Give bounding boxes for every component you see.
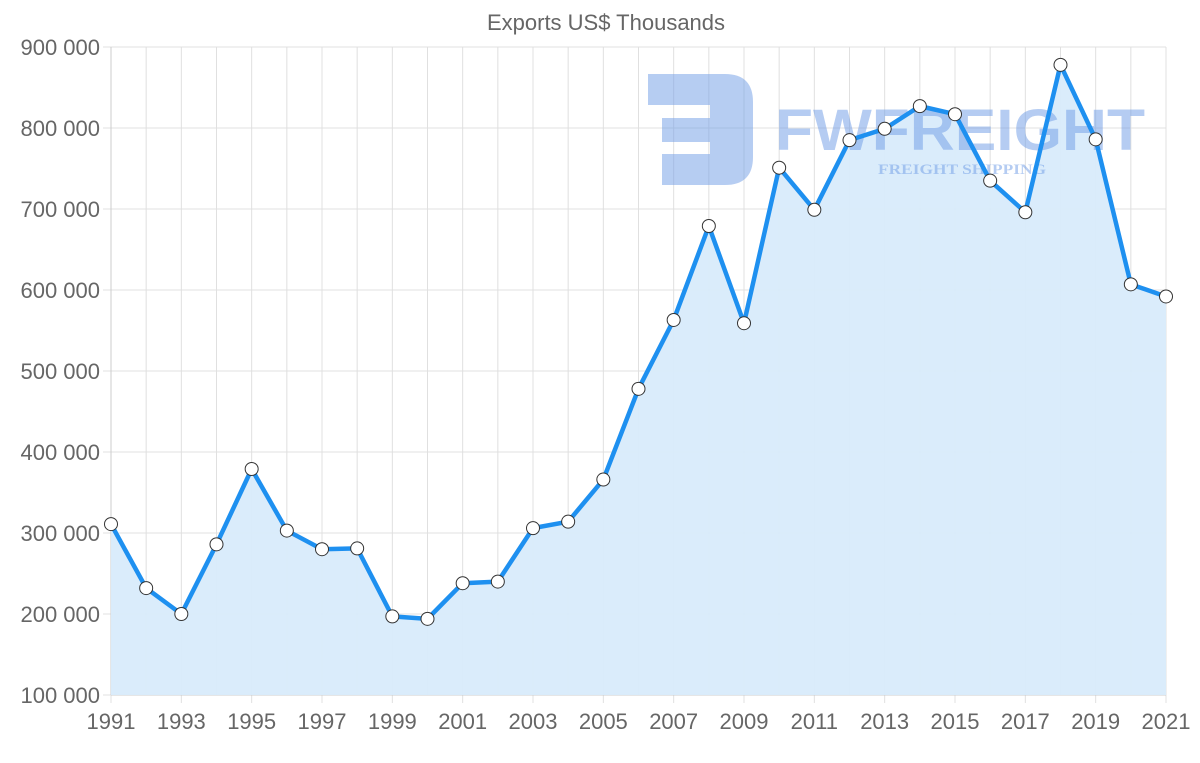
data-point-2015[interactable] — [948, 107, 962, 122]
data-point-1997[interactable] — [315, 542, 329, 557]
data-point-2013[interactable] — [877, 121, 892, 136]
data-point-2011[interactable] — [807, 202, 822, 217]
data-point-1994[interactable] — [209, 537, 224, 552]
y-tick-label: 200 000 — [20, 602, 100, 627]
x-tick-label: 2015 — [931, 709, 980, 734]
data-point-2016[interactable] — [983, 173, 998, 188]
y-axis-ticks: 100 000 200 000 300 000 400 000 500 000 600 0… — [20, 35, 100, 708]
data-point-1998[interactable] — [350, 541, 365, 556]
y-tick-label: 600 000 — [20, 278, 100, 303]
x-tick-label: 2003 — [509, 709, 558, 734]
data-point-1995[interactable] — [244, 462, 259, 477]
data-point-2000[interactable] — [420, 611, 435, 626]
data-point-2021[interactable] — [1159, 289, 1173, 304]
y-tick-label: 100 000 — [20, 683, 100, 708]
x-axis-ticks: 1991 1993 1995 1997 1999 2001 2003 2005 2007 2009… — [87, 709, 1191, 734]
data-point-2007[interactable] — [666, 312, 681, 327]
data-markers — [104, 57, 1173, 626]
y-tick-label: 500 000 — [20, 359, 100, 384]
data-point-1991[interactable] — [104, 517, 118, 532]
y-tick-label: 700 000 — [20, 197, 100, 222]
data-point-2004[interactable] — [561, 514, 576, 529]
x-tick-label: 2005 — [579, 709, 628, 734]
x-tick-label: 1995 — [227, 709, 276, 734]
data-point-2008[interactable] — [701, 219, 716, 234]
x-tick-label: 2019 — [1071, 709, 1120, 734]
y-tick-label: 800 000 — [20, 116, 100, 141]
y-tick-label: 900 000 — [20, 35, 100, 60]
data-point-2017[interactable] — [1018, 205, 1033, 220]
x-tick-label: 2011 — [791, 709, 838, 734]
x-tick-label: 2021 — [1142, 709, 1191, 734]
data-point-2009[interactable] — [737, 316, 751, 331]
data-point-2010[interactable] — [772, 160, 787, 175]
watermark-tagline: FREIGHT SHIPPING — [878, 162, 1046, 178]
data-point-2014[interactable] — [912, 99, 927, 114]
x-tick-label: 1999 — [368, 709, 417, 734]
chart-title: Exports US$ Thousands — [487, 10, 725, 35]
data-point-2018[interactable] — [1053, 57, 1068, 72]
data-point-2001[interactable] — [455, 576, 470, 591]
data-point-2020[interactable] — [1123, 277, 1138, 292]
x-tick-label: 1993 — [157, 709, 206, 734]
data-point-2006[interactable] — [631, 381, 646, 396]
data-point-2002[interactable] — [490, 574, 505, 589]
x-tick-label: 2009 — [720, 709, 769, 734]
data-point-2012[interactable] — [842, 133, 857, 148]
x-tick-label: 2001 — [438, 709, 487, 734]
data-point-1992[interactable] — [139, 581, 154, 596]
x-tick-label: 2017 — [1001, 709, 1050, 734]
data-point-2019[interactable] — [1088, 132, 1103, 147]
y-tick-label: 300 000 — [20, 521, 100, 546]
x-tick-label: 1997 — [298, 709, 347, 734]
data-point-2005[interactable] — [596, 472, 611, 487]
area-fill — [111, 64, 1166, 695]
x-tick-label: 2013 — [860, 709, 909, 734]
data-point-1996[interactable] — [279, 523, 294, 538]
fw-logo-icon — [648, 74, 753, 185]
x-tick-label: 1991 — [87, 709, 136, 734]
y-tick-label: 400 000 — [20, 440, 100, 465]
data-point-1993[interactable] — [174, 607, 189, 621]
x-tick-label: 2007 — [649, 709, 698, 734]
data-point-1999[interactable] — [385, 609, 400, 624]
data-point-2003[interactable] — [526, 521, 540, 536]
